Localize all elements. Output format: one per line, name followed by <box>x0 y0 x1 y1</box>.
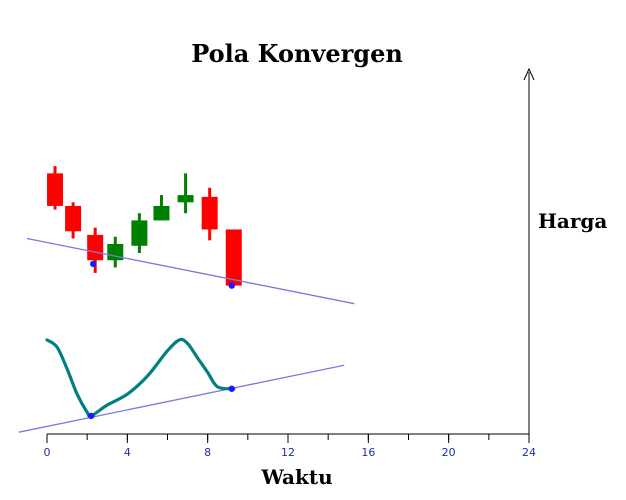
candle-body-8 <box>225 229 242 286</box>
x-tick-label-4: 4 <box>124 446 131 459</box>
x-tick-label-24: 24 <box>522 446 536 459</box>
trendline-0 <box>26 237 355 305</box>
marker-point-2 <box>87 412 95 420</box>
marker-point-3 <box>228 385 235 392</box>
x-tick-label-12: 12 <box>281 446 295 459</box>
y-axis-label: Harga <box>538 209 607 233</box>
trendline-1 <box>18 364 345 433</box>
x-axis-ticks: 0 4 8 12 16 20 24 <box>44 434 536 459</box>
marker-point-1 <box>228 282 235 289</box>
x-tick-label-0: 0 <box>44 446 51 459</box>
candle-body-1 <box>65 205 82 232</box>
candle-body-7 <box>201 196 218 230</box>
candle-body-3 <box>107 243 124 261</box>
candle-body-6 <box>177 195 194 203</box>
x-tick-label-16: 16 <box>361 446 375 459</box>
indicator-line <box>45 337 236 418</box>
x-axis-label: Waktu <box>260 465 332 489</box>
candle-body-4 <box>131 220 148 246</box>
x-tick-label-8: 8 <box>204 446 211 459</box>
candle-body-5 <box>153 205 170 221</box>
marker-point-0 <box>89 260 97 268</box>
y-axis-arrow <box>523 67 535 81</box>
candle-body-0 <box>47 173 64 206</box>
candle-body-2 <box>87 234 104 261</box>
x-tick-label-20: 20 <box>442 446 456 459</box>
chart-title: Pola Konvergen <box>191 39 403 68</box>
chart-marks <box>18 166 355 433</box>
